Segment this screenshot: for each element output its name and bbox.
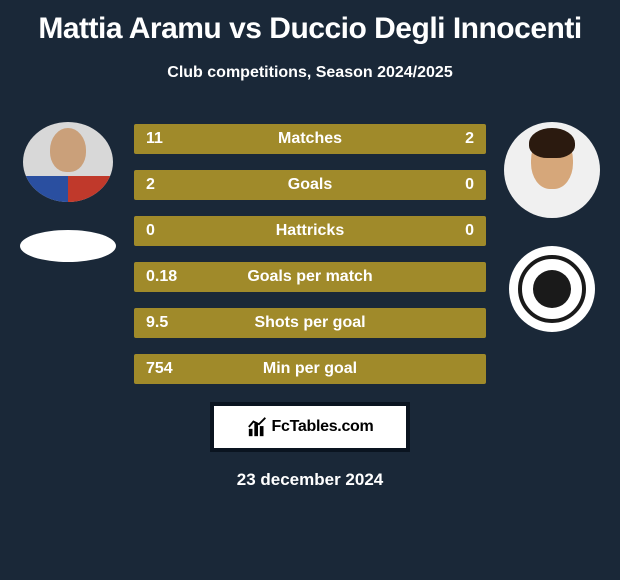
date-label: 23 december 2024: [0, 470, 620, 490]
stat-left-value: 11: [146, 130, 163, 148]
stat-label: Goals: [134, 176, 486, 194]
stat-label: Min per goal: [134, 360, 486, 378]
team-left-badge: [20, 230, 116, 262]
page-title: Mattia Aramu vs Duccio Degli Innocenti: [0, 12, 620, 46]
stat-row: 11Matches2: [134, 124, 486, 154]
team-right-badge-inner: [533, 270, 571, 308]
stat-row: 0.18Goals per match: [134, 262, 486, 292]
stat-row: 754Min per goal: [134, 354, 486, 384]
subtitle: Club competitions, Season 2024/2025: [0, 64, 620, 82]
stat-row: 9.5Shots per goal: [134, 308, 486, 338]
logo-text: FcTables.com: [272, 418, 374, 436]
stat-left-value: 0.18: [146, 268, 177, 286]
stat-right-value: 0: [465, 176, 474, 194]
stat-label: Matches: [134, 130, 486, 148]
stat-label: Shots per goal: [134, 314, 486, 332]
chart-icon: [247, 416, 269, 438]
stat-row: 2Goals0: [134, 170, 486, 200]
player-left-column: [16, 122, 120, 262]
stats-list: 11Matches22Goals00Hattricks00.18Goals pe…: [134, 124, 486, 384]
stat-right-value: 2: [465, 130, 474, 148]
fctables-logo: FcTables.com: [210, 402, 410, 452]
stat-label: Hattricks: [134, 222, 486, 240]
comparison-card: Mattia Aramu vs Duccio Degli Innocenti C…: [0, 0, 620, 580]
stat-left-value: 0: [146, 222, 155, 240]
stat-left-value: 2: [146, 176, 155, 194]
player-right-column: [500, 122, 604, 332]
stat-label: Goals per match: [134, 268, 486, 286]
player-left-avatar: [23, 122, 113, 202]
stat-left-value: 754: [146, 360, 173, 378]
team-right-badge: [509, 246, 595, 332]
stat-right-value: 0: [465, 222, 474, 240]
stat-row: 0Hattricks0: [134, 216, 486, 246]
player-right-avatar: [504, 122, 600, 218]
stat-left-value: 9.5: [146, 314, 168, 332]
content-row: 11Matches22Goals00Hattricks00.18Goals pe…: [0, 122, 620, 384]
